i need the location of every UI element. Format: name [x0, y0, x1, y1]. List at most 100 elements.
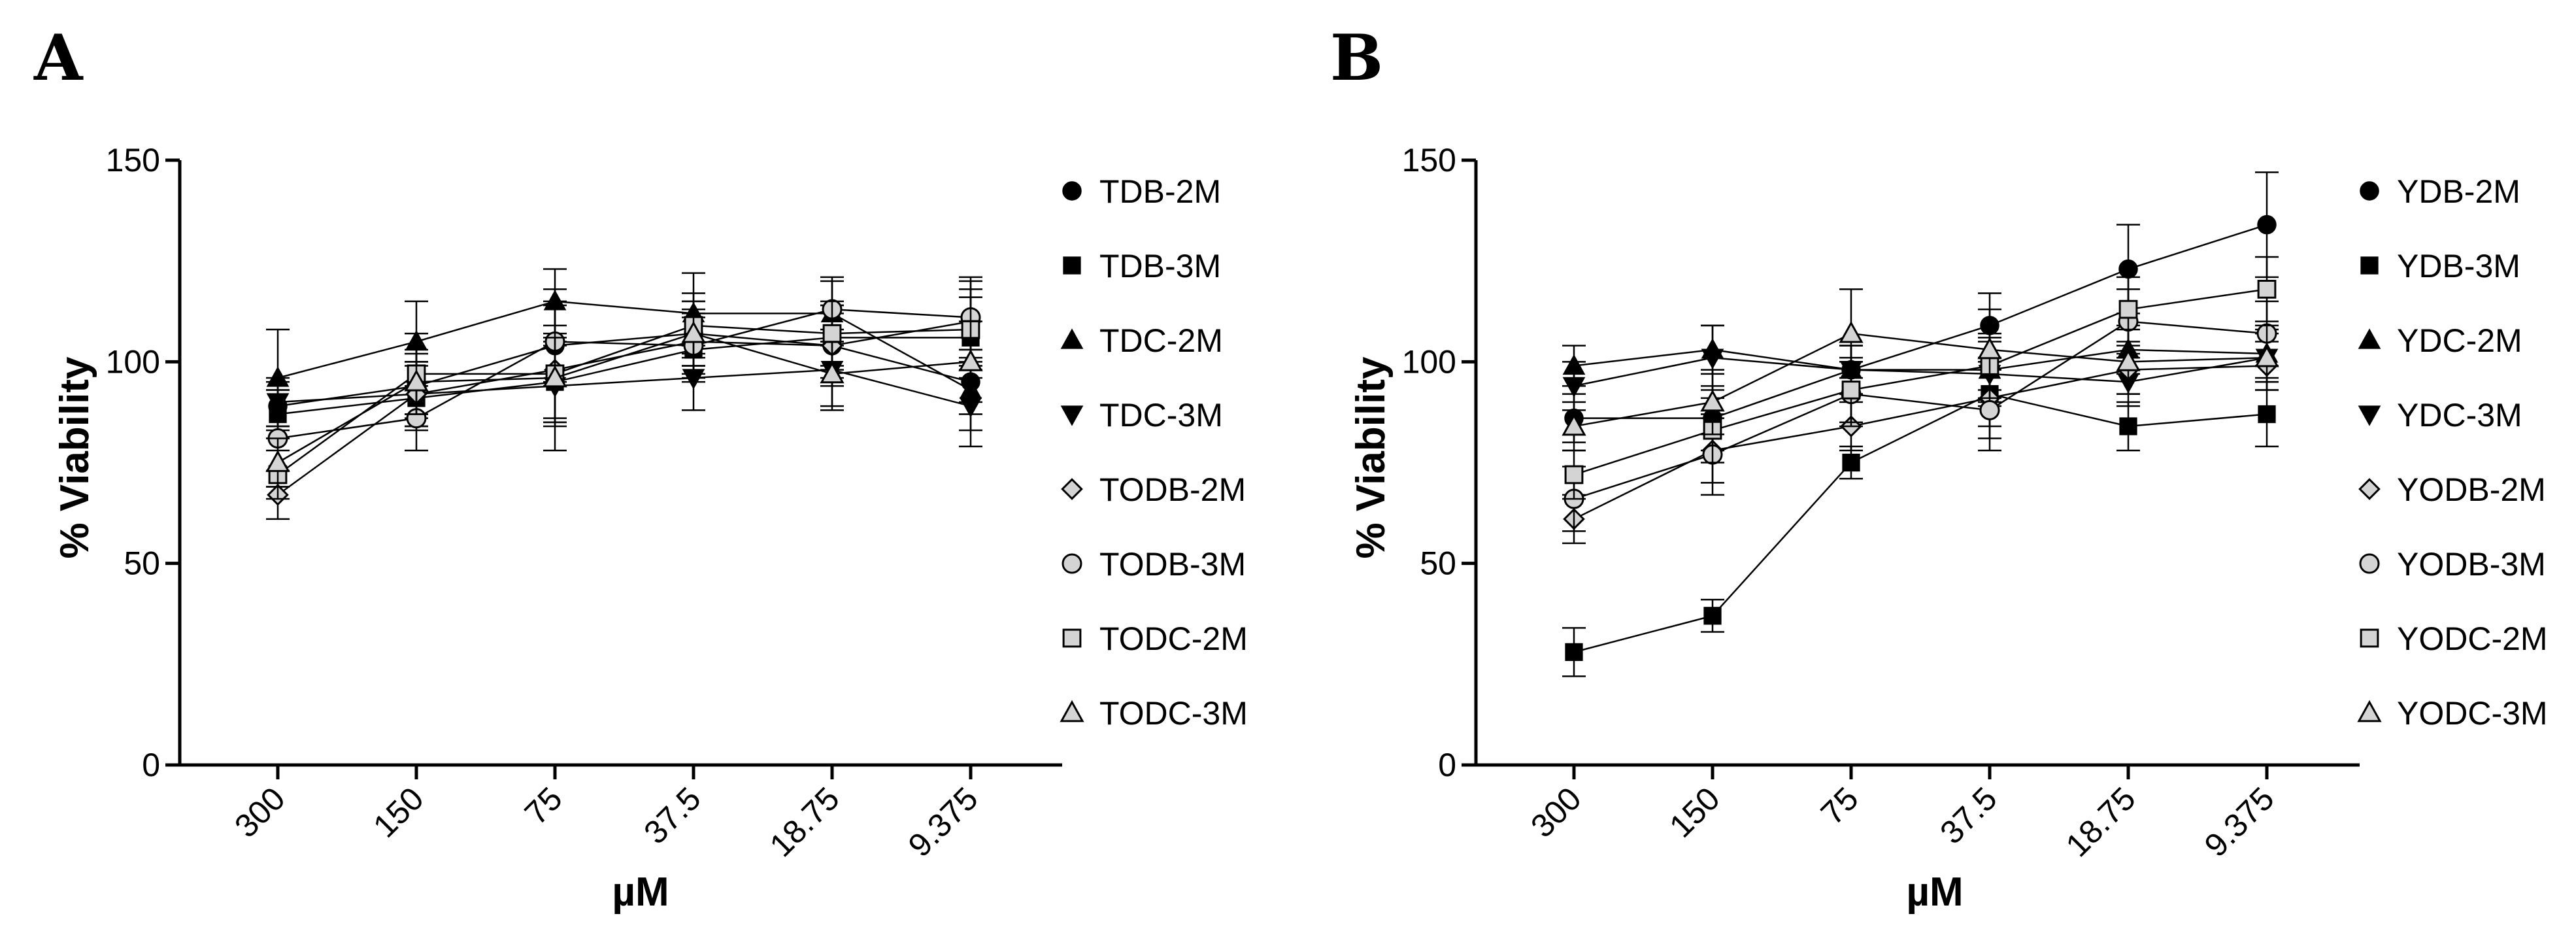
series-TDB-3M	[266, 296, 982, 439]
legend-label: YODC-2M	[2397, 620, 2548, 657]
x-tick-label: 9.375	[2198, 780, 2281, 864]
data-point	[820, 361, 845, 384]
legend-label: YODB-2M	[2397, 471, 2546, 508]
legend-marker	[1062, 181, 1082, 201]
legend-label: TODB-2M	[1099, 471, 1246, 508]
x-tick-label: 9.375	[901, 780, 985, 864]
legend-label: YDC-2M	[2397, 322, 2522, 359]
x-tick-label: 18.75	[763, 780, 846, 864]
plot-area: 0 50 100 150 300 150 75 37.5 18.75 9.375	[106, 142, 1062, 864]
x-tick-label: 37.5	[1933, 780, 2003, 851]
data-point	[1839, 320, 1864, 343]
data-point	[1562, 377, 1586, 398]
data-point	[404, 369, 429, 392]
data-point	[1979, 399, 2000, 420]
series-line	[277, 332, 971, 464]
series-TODB-2M	[266, 280, 982, 520]
data-point	[1842, 453, 1860, 472]
legend-item: YODC-3M	[2357, 695, 2548, 732]
legend-label: TDB-3M	[1099, 248, 1221, 284]
legend-marker	[2357, 700, 2382, 722]
x-tick-label: 300	[1524, 780, 1588, 845]
x-axis-title: µM	[612, 870, 669, 915]
series-line	[1573, 356, 2267, 387]
legend-item: YDB-2M	[2360, 173, 2520, 210]
series-line	[277, 332, 971, 407]
data-point	[1703, 607, 1722, 625]
y-tick-label: 150	[106, 142, 160, 178]
series-line	[277, 300, 971, 391]
y-tick-label: 0	[142, 747, 160, 783]
y-tick-label: 50	[124, 545, 160, 582]
series-line	[1573, 348, 2267, 371]
legend-item: TDC-3M	[1060, 397, 1223, 433]
panel-a: A % Viability µM 0 50 100 150 300 150 75 37.5 18…	[33, 21, 1248, 915]
series-line	[277, 337, 971, 415]
plot-area: 0 50 100 150 300 150 75 37.5 18.75 9.375	[1402, 142, 2360, 864]
series-line	[1573, 393, 2267, 653]
data-point	[2119, 417, 2137, 435]
series-YDB-2M	[1562, 171, 2279, 452]
data-point	[1564, 465, 1584, 484]
legend-marker	[1061, 478, 1083, 500]
series-line	[277, 324, 971, 476]
series-YDC-2M	[1562, 324, 2279, 403]
x-axis-title: µM	[1906, 870, 1963, 915]
x-tick-label: 75	[1814, 780, 1865, 832]
y-tick-label: 50	[1420, 545, 1456, 582]
data-point	[1841, 381, 1861, 399]
data-point	[822, 324, 842, 343]
x-tick-label: 150	[1662, 780, 1727, 845]
data-point	[1977, 337, 2002, 360]
data-point	[2258, 405, 2276, 424]
legend-label: TDB-2M	[1099, 173, 1221, 210]
y-axis-title: % Viability	[1348, 356, 1394, 558]
data-point	[1701, 348, 1724, 369]
legend-item: TDB-3M	[1063, 248, 1221, 284]
y-tick-label: 100	[1402, 343, 1456, 380]
legend-marker	[1060, 405, 1084, 426]
legend-marker	[2359, 553, 2380, 574]
legend-marker	[1063, 256, 1081, 275]
series-YODC-2M	[1562, 256, 2279, 500]
legend-marker	[2360, 628, 2379, 648]
legend-item: TDC-2M	[1060, 322, 1223, 359]
legend-item: YODB-3M	[2359, 546, 2546, 583]
data-point	[265, 450, 290, 472]
series-line	[277, 320, 971, 496]
data-point	[681, 320, 706, 343]
legend-label: YDB-3M	[2397, 248, 2520, 284]
legend-label: YODB-3M	[2397, 546, 2546, 583]
legend-marker	[2358, 405, 2381, 426]
legend-label: TODC-3M	[1099, 695, 1248, 732]
legend-label: TDC-3M	[1099, 397, 1223, 433]
data-point	[2257, 279, 2277, 299]
legend-label: TODB-3M	[1099, 546, 1246, 583]
data-point	[543, 365, 567, 388]
legend-item: YODB-2M	[2358, 471, 2546, 508]
legend-marker	[2360, 256, 2379, 275]
legend-item: TODB-3M	[1062, 546, 1246, 583]
legend-item: YDC-2M	[2358, 322, 2522, 359]
data-point	[1700, 389, 1725, 412]
data-point	[2118, 299, 2138, 319]
legend-label: YDB-2M	[2397, 173, 2520, 210]
x-tick-label: 150	[366, 780, 431, 845]
legend-marker	[1062, 553, 1082, 574]
series-line	[277, 369, 971, 407]
series-TODC-2M	[266, 288, 982, 500]
legend-item: TODB-2M	[1061, 471, 1246, 508]
legend-label: YDC-3M	[2397, 397, 2522, 433]
series-YODC-3M	[1562, 288, 2279, 452]
legend: YDB-2M YDB-3M YDC-2M YDC-3M YODB-2M YODB-3M YO…	[2357, 173, 2548, 732]
legend-item: YODC-2M	[2360, 620, 2548, 657]
series-YDB-3M	[1562, 361, 2279, 677]
legend-marker	[1060, 700, 1084, 722]
series-line	[1573, 365, 2267, 520]
data-point	[1565, 643, 1583, 661]
y-tick-label: 100	[106, 343, 160, 380]
x-tick-label: 75	[518, 780, 569, 832]
legend-item: YDB-3M	[2360, 248, 2520, 284]
series-line	[277, 308, 971, 439]
